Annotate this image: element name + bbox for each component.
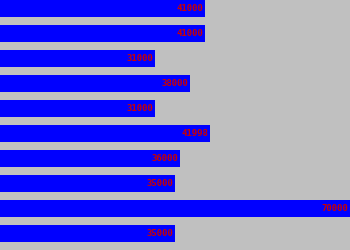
- Bar: [0, 50, 155, 67]
- Bar: [0, 75, 190, 92]
- Text: 31000: 31000: [126, 104, 153, 113]
- Bar: [0, 225, 175, 242]
- Bar: [0, 175, 175, 192]
- Text: 35000: 35000: [146, 229, 173, 238]
- Text: 41000: 41000: [176, 29, 203, 38]
- Bar: [0, 150, 180, 167]
- Text: 36000: 36000: [151, 154, 178, 163]
- Text: 38000: 38000: [161, 79, 188, 88]
- Bar: [0, 200, 350, 217]
- Text: 35000: 35000: [146, 179, 173, 188]
- Text: 41000: 41000: [176, 4, 203, 13]
- Bar: [0, 125, 210, 142]
- Text: 70000: 70000: [321, 204, 348, 213]
- Text: 41998: 41998: [181, 129, 208, 138]
- Bar: [0, 100, 155, 117]
- Bar: [0, 25, 205, 42]
- Text: 31000: 31000: [126, 54, 153, 63]
- Bar: [0, 0, 205, 17]
